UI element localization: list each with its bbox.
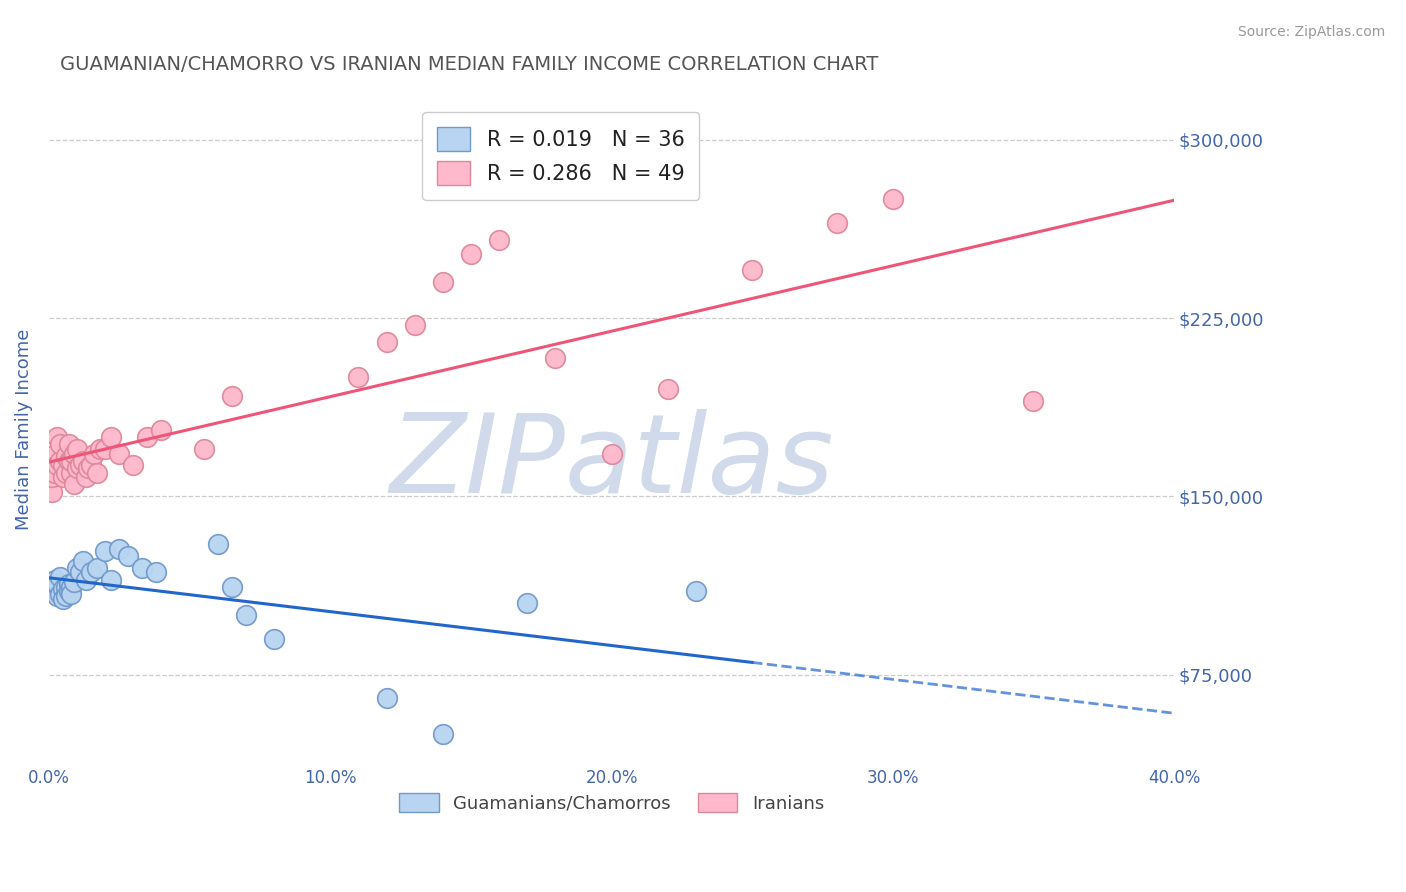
Point: [77, 460, 100, 475]
Point: [55, 449, 77, 463]
Point: [80, 458, 103, 473]
Point: [100, 573, 122, 587]
Point: [49, 587, 72, 601]
Point: [52, 582, 75, 596]
Point: [46, 430, 69, 444]
Point: [41, 484, 63, 499]
Point: [488, 233, 510, 247]
Point: [432, 276, 454, 290]
Point: [46, 577, 69, 591]
Point: [741, 263, 763, 277]
Point: [460, 247, 482, 261]
Point: [58, 453, 80, 467]
Point: [44, 584, 66, 599]
Point: [41, 580, 63, 594]
Point: [55, 589, 77, 603]
Point: [44, 446, 66, 460]
Point: [41, 470, 63, 484]
Point: [825, 216, 848, 230]
Point: [80, 566, 103, 580]
Text: GUAMANIAN/CHAMORRO VS IRANIAN MEDIAN FAMILY INCOME CORRELATION CHART: GUAMANIAN/CHAMORRO VS IRANIAN MEDIAN FAM…: [60, 55, 879, 74]
Text: Source: ZipAtlas.com: Source: ZipAtlas.com: [1237, 25, 1385, 39]
Point: [66, 460, 89, 475]
Point: [66, 442, 89, 456]
Point: [94, 442, 117, 456]
Point: [49, 570, 72, 584]
Point: [235, 608, 257, 623]
Point: [60, 580, 83, 594]
Point: [69, 458, 91, 473]
Point: [347, 370, 370, 384]
Point: [49, 453, 72, 467]
Text: ZIPatlas: ZIPatlas: [389, 409, 834, 516]
Point: [221, 580, 243, 594]
Point: [63, 446, 86, 460]
Point: [44, 573, 66, 587]
Point: [52, 591, 75, 606]
Point: [685, 584, 707, 599]
Point: [86, 466, 108, 480]
Point: [69, 566, 91, 580]
Point: [60, 466, 83, 480]
Legend: Guamanians/Chamorros, Iranians: Guamanians/Chamorros, Iranians: [389, 784, 834, 822]
Point: [72, 553, 94, 567]
Point: [136, 430, 159, 444]
Point: [150, 423, 173, 437]
Point: [58, 584, 80, 599]
Point: [375, 334, 398, 349]
Point: [600, 446, 623, 460]
Point: [86, 560, 108, 574]
Point: [63, 574, 86, 589]
Point: [75, 470, 97, 484]
Point: [193, 442, 215, 456]
Point: [58, 577, 80, 591]
Point: [108, 541, 131, 556]
Point: [66, 560, 89, 574]
Point: [122, 458, 145, 473]
Point: [52, 470, 75, 484]
Point: [108, 446, 131, 460]
Point: [263, 632, 285, 646]
Point: [94, 544, 117, 558]
Point: [145, 566, 167, 580]
Point: [516, 596, 538, 610]
Point: [52, 458, 75, 473]
Point: [72, 453, 94, 467]
Point: [544, 351, 567, 366]
Point: [46, 589, 69, 603]
Point: [207, 537, 229, 551]
Y-axis label: Median Family Income: Median Family Income: [15, 329, 32, 530]
Point: [1022, 394, 1045, 409]
Point: [44, 466, 66, 480]
Point: [60, 453, 83, 467]
Point: [46, 458, 69, 473]
Point: [131, 560, 153, 574]
Point: [375, 691, 398, 706]
Point: [432, 727, 454, 741]
Point: [100, 430, 122, 444]
Point: [221, 389, 243, 403]
Point: [404, 318, 426, 333]
Point: [55, 466, 77, 480]
Point: [117, 549, 139, 563]
Point: [58, 437, 80, 451]
Point: [60, 587, 83, 601]
Point: [55, 580, 77, 594]
Point: [63, 477, 86, 491]
Point: [49, 437, 72, 451]
Point: [83, 446, 105, 460]
Point: [75, 573, 97, 587]
Point: [89, 442, 111, 456]
Point: [657, 383, 679, 397]
Point: [882, 192, 904, 206]
